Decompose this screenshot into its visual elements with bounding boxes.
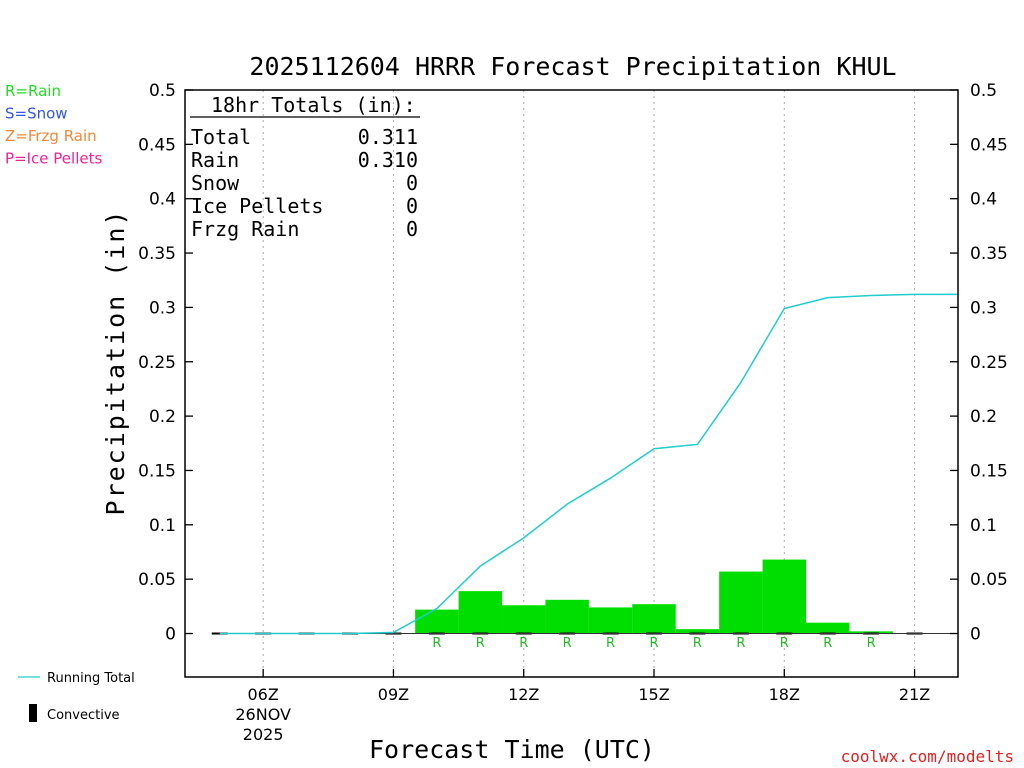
ptype-label: R — [519, 636, 528, 651]
totals-row-label: Frzg Rain — [191, 217, 299, 241]
totals-row-label: Rain — [191, 148, 239, 172]
ptype-legend-entry: P=Ice Pellets — [5, 150, 102, 168]
y-axis-right: 0 0.05 0.1 0.15 0.2 0.25 0.3 0.35 0.4 0.45 0.5 — [950, 81, 1008, 645]
precip-bars — [415, 559, 893, 634]
x-tick-label: 12Z — [508, 685, 539, 704]
x-tick-year: 2025 — [243, 725, 284, 744]
x-tick-label: 18Z — [769, 685, 800, 704]
y-tick-label-right: 0.45 — [970, 135, 1008, 155]
y-tick-label-right: 0.05 — [970, 570, 1008, 590]
precip-bar — [458, 591, 503, 634]
y-tick-label-right: 0.35 — [970, 244, 1008, 264]
running-total-series — [219, 293, 958, 635]
totals-row-value: 0 — [406, 171, 418, 195]
x-axis-label: Forecast Time (UTC) — [369, 735, 655, 764]
totals-row-label: Total — [191, 125, 251, 149]
y-tick-label-left: 0.35 — [138, 244, 176, 264]
y-tick-label-left: 0.2 — [149, 407, 176, 427]
x-tick-date: 26NOV — [235, 705, 291, 724]
ptype-legend-entry: R=Rain — [5, 82, 61, 100]
ptype-label: R — [693, 636, 702, 651]
precip-bar — [719, 571, 763, 634]
x-tick-label: 06Z — [248, 685, 279, 704]
plot-frame — [184, 89, 959, 678]
totals-box: 18hr Totals (in): Total 0.311 Rain 0.310 Sno… — [190, 93, 420, 241]
y-axis-left: 0 0.05 0.1 0.15 0.2 0.25 0.3 0.35 0.4 0.45 0.5 — [138, 81, 193, 645]
y-axis-label: Precipitation (in) — [101, 209, 130, 516]
precip-bar — [849, 631, 893, 634]
ptype-label: R — [606, 636, 615, 651]
y-tick-label-right: 0 — [970, 625, 981, 645]
precip-bar — [675, 629, 720, 634]
y-tick-label-left: 0.05 — [138, 570, 176, 590]
ptype-label: R — [867, 636, 876, 651]
y-tick-label-left: 0.4 — [149, 190, 176, 210]
x-tick-label: 15Z — [638, 685, 669, 704]
convective-legend-swatch — [29, 704, 37, 722]
ptype-label: R — [563, 636, 572, 651]
precip-bar — [502, 605, 546, 634]
y-tick-label-left: 0.5 — [149, 81, 176, 101]
precip-bar — [545, 599, 589, 634]
y-tick-label-right: 0.5 — [970, 81, 997, 101]
y-tick-label-left: 0.15 — [138, 461, 176, 481]
ptype-label: R — [736, 636, 745, 651]
ptype-label: R — [649, 636, 658, 651]
y-tick-label-left: 0.1 — [149, 516, 176, 536]
y-tick-label-left: 0.25 — [138, 353, 176, 373]
precip-bar — [762, 559, 807, 634]
chart-title: 2025112604 HRRR Forecast Precipitation K… — [249, 52, 896, 81]
series-legend: Running Total Convective — [18, 671, 135, 723]
precip-bar — [632, 604, 676, 634]
convective-legend-label: Convective — [47, 708, 120, 723]
totals-row-value: 0.310 — [358, 148, 418, 172]
ptype-label: R — [476, 636, 485, 651]
ptype-label: R — [823, 636, 832, 651]
totals-header: 18hr Totals (in): — [211, 93, 416, 117]
credit-text: coolwx.com/modelts — [841, 747, 1014, 766]
y-tick-label-right: 0.3 — [970, 298, 997, 318]
precip-bar — [806, 622, 850, 634]
precip-bar — [415, 609, 459, 634]
y-tick-label-right: 0.1 — [970, 516, 997, 536]
running-total-line — [219, 293, 958, 635]
ptype-legend-entry: Z=Frzg Rain — [5, 127, 97, 145]
totals-row-label: Snow — [191, 171, 240, 195]
totals-row-value: 0 — [406, 194, 418, 218]
y-tick-label-right: 0.15 — [970, 461, 1008, 481]
y-tick-label-right: 0.25 — [970, 353, 1008, 373]
precip-bar — [588, 607, 633, 634]
y-tick-label-left: 0.45 — [138, 135, 176, 155]
totals-row-label: Ice Pellets — [191, 194, 323, 218]
totals-row-value: 0 — [406, 217, 418, 241]
totals-row-value: 0.311 — [358, 125, 418, 149]
running-total-legend-label: Running Total — [47, 671, 135, 686]
y-tick-label-left: 0 — [165, 625, 176, 645]
grid-lines — [262, 90, 916, 677]
ptype-legend-entry: S=Snow — [5, 105, 68, 123]
y-tick-label-right: 0.2 — [970, 407, 997, 427]
y-tick-label-left: 0.3 — [149, 298, 176, 318]
x-tick-label: 09Z — [378, 685, 409, 704]
ptype-label: R — [780, 636, 789, 651]
ptype-label: R — [432, 636, 441, 651]
x-tick-label: 21Z — [899, 685, 930, 704]
y-tick-label-right: 0.4 — [970, 190, 997, 210]
ptype-legend: R=Rain S=Snow Z=Frzg Rain P=Ice Pellets — [5, 82, 102, 168]
